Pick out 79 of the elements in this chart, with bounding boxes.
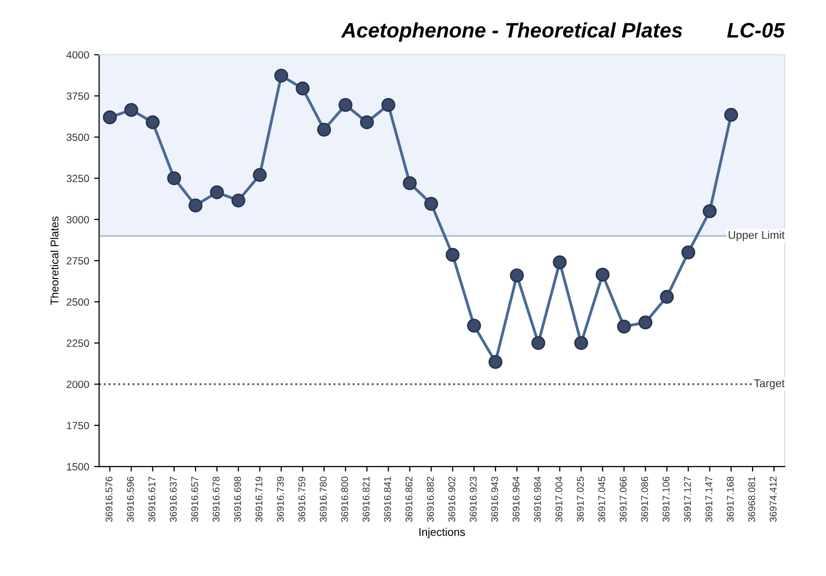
point [381, 98, 396, 112]
x-tick-label: 36916.800 [341, 476, 348, 522]
x-tick-label: 36916.882 [426, 476, 434, 522]
x-tick-label: 36917.168 [726, 476, 734, 522]
point [424, 196, 438, 211]
y-tick-label: 2250 [66, 340, 89, 347]
x-tick-label: 36916.943 [491, 476, 498, 522]
y-tick-label: 1750 [67, 422, 89, 430]
chart-subtitle: LC-05 [727, 22, 785, 38]
x-tick-label: 36916.719 [256, 476, 262, 522]
x-tick-label: 36917.025 [576, 476, 584, 522]
x-tick-label: 36916.759 [298, 476, 306, 522]
y-tick-label: 3000 [66, 216, 89, 224]
point [596, 268, 610, 282]
y-tick-label: 1500 [67, 463, 89, 470]
x-tick-label: 36916.596 [126, 476, 134, 522]
x-tick-label: 36917.004 [555, 476, 562, 522]
point [231, 194, 246, 208]
x-tick-label: 36916.841 [384, 476, 391, 522]
point [660, 290, 674, 304]
chart-title: Acetophenone - Theoretical Plates [340, 22, 682, 42]
x-tick-label: 36974.412 [770, 476, 777, 522]
point [638, 315, 652, 330]
point [617, 320, 631, 334]
x-tick-label: 36917.147 [705, 476, 712, 522]
ref-line-label: Target [754, 379, 785, 390]
x-tick-label: 36917.106 [662, 476, 670, 522]
point [252, 168, 267, 182]
x-tick-label: 36916.739 [276, 476, 284, 522]
x-tick-label: 36917.045 [598, 476, 606, 522]
x-tick-label: 36916.923 [470, 476, 477, 522]
point [681, 245, 696, 260]
point [488, 355, 502, 369]
y-tick-label: 3500 [66, 134, 89, 141]
x-tick-label: 36916.698 [234, 476, 241, 522]
x-tick-label: 36916.862 [406, 476, 412, 522]
x-tick-label: 36916.821 [362, 476, 370, 522]
y-tick-label: 4000 [66, 51, 89, 59]
point [702, 204, 717, 218]
point [102, 110, 117, 124]
point [531, 336, 546, 350]
point [124, 102, 138, 117]
y-tick-label: 2500 [66, 298, 89, 306]
x-tick-label: 36916.780 [320, 476, 327, 522]
y-tick-label: 2000 [66, 380, 89, 388]
y-tick-label: 3250 [66, 174, 89, 182]
x-axis-title: Injections [419, 528, 465, 538]
x-tick-label: 36917.127 [684, 476, 691, 522]
point [552, 255, 567, 270]
point [446, 248, 460, 262]
point [167, 171, 182, 186]
point [188, 198, 202, 212]
point [467, 318, 481, 333]
point [360, 115, 374, 130]
ref-line-label: Upper Limit [728, 230, 785, 242]
y-tick-label: 2750 [66, 257, 89, 265]
point [274, 68, 288, 83]
x-tick-label: 36916.678 [212, 476, 220, 522]
point [724, 108, 738, 122]
point [296, 82, 310, 96]
x-tick-label: 36916.902 [448, 476, 456, 522]
x-tick-label: 36916.964 [512, 476, 520, 522]
x-tick-label: 36916.637 [170, 476, 177, 522]
x-tick-label: 36968.081 [748, 476, 756, 522]
y-tick-label: 3750 [66, 92, 89, 100]
point [210, 185, 224, 200]
point [146, 115, 160, 130]
x-tick-label: 36917.086 [641, 476, 648, 522]
x-tick-label: 36917.066 [620, 476, 627, 522]
point [402, 176, 417, 190]
x-tick-label: 36916.984 [534, 476, 541, 522]
x-tick-label: 36916.617 [148, 476, 156, 522]
x-tick-label: 36916.576 [106, 476, 112, 522]
point [510, 268, 524, 282]
point [338, 98, 352, 112]
point [574, 336, 588, 350]
y-axis-title: Theoretical Plates [50, 216, 58, 305]
x-tick-label: 36916.657 [191, 476, 198, 522]
point [317, 122, 332, 137]
